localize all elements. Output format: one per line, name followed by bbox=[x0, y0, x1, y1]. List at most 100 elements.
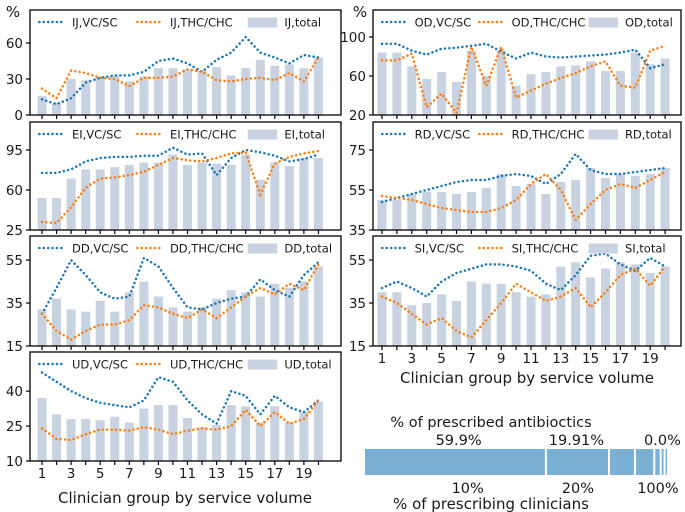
bar bbox=[168, 68, 178, 115]
bar bbox=[586, 168, 596, 230]
legend-bar-swatch bbox=[588, 129, 618, 140]
bar bbox=[601, 71, 610, 115]
y-tick-label: 75 bbox=[349, 143, 366, 159]
legend-label-thcchc: EI,THC/CHC bbox=[170, 128, 237, 142]
segment-divider bbox=[634, 449, 636, 475]
bar bbox=[124, 164, 134, 230]
legend-label-vcsc: DD,VC/SC bbox=[72, 242, 128, 256]
antibiotics-pct-label: 19.91% bbox=[549, 433, 604, 449]
bar bbox=[437, 72, 447, 115]
panel-od: 20 60 100 OD,VC/SC OD,THC/CHC OD,total bbox=[340, 9, 682, 124]
panel-ei: 25 60 95 EI,VC/SC EI,THC/CHC EI,total bbox=[6, 121, 342, 239]
bar bbox=[586, 61, 596, 115]
bar bbox=[66, 309, 76, 346]
bar bbox=[481, 76, 491, 115]
legend-bar-swatch bbox=[247, 129, 278, 140]
rd-thcchc-line bbox=[380, 170, 667, 223]
legend-label-thcchc: IJ,THC/CHC bbox=[170, 16, 233, 30]
bar bbox=[124, 422, 134, 461]
bar bbox=[183, 311, 192, 346]
bar bbox=[422, 78, 432, 115]
bar bbox=[313, 266, 323, 346]
segment-divider bbox=[663, 449, 666, 475]
bar bbox=[630, 264, 640, 346]
bar bbox=[270, 283, 280, 346]
bar bbox=[556, 66, 566, 115]
panel-ij: 0 30 60 IJ,VC/SC IJ,THC/CHC IJ,total bbox=[6, 9, 342, 124]
bar bbox=[407, 305, 417, 346]
bar bbox=[197, 307, 207, 346]
stacked-bar-title: % of prescribed antibioctics bbox=[390, 415, 591, 431]
x-tick-label: 15 bbox=[237, 466, 254, 482]
bar bbox=[110, 416, 120, 461]
bar bbox=[496, 174, 506, 230]
bar bbox=[37, 95, 47, 115]
legend-label-total: RD,total bbox=[625, 128, 672, 142]
bar bbox=[81, 169, 91, 230]
bar bbox=[571, 65, 581, 115]
legend-label-thcchc: OD,THC/CHC bbox=[512, 16, 586, 30]
segment-divider bbox=[653, 449, 656, 475]
legend-label-thcchc: RD,THC/CHC bbox=[512, 128, 585, 142]
bar bbox=[168, 307, 178, 346]
bar bbox=[110, 167, 120, 230]
bar bbox=[660, 168, 670, 230]
bar bbox=[270, 65, 280, 115]
legend-bar-swatch bbox=[247, 243, 278, 254]
bar bbox=[81, 311, 91, 346]
stacked-bar-xlabel: % of prescribing clinicians bbox=[393, 495, 589, 512]
x-tick-label: 9 bbox=[154, 466, 163, 482]
bar bbox=[313, 57, 323, 115]
bar bbox=[452, 81, 461, 115]
bar bbox=[299, 68, 309, 115]
percent-symbol-left: % bbox=[6, 3, 20, 21]
bar bbox=[197, 162, 207, 230]
od-vcsc-line bbox=[380, 42, 667, 70]
panel-border bbox=[29, 235, 342, 347]
legend-label-thcchc: DD,THC/CHC bbox=[170, 242, 244, 256]
legend-label-vcsc: IJ,VC/SC bbox=[72, 16, 118, 30]
bar bbox=[660, 266, 670, 346]
bar bbox=[407, 194, 417, 230]
y-tick-label: 15 bbox=[6, 339, 23, 355]
bar bbox=[139, 281, 149, 346]
bar bbox=[197, 70, 207, 115]
clinicians-pct-label: 100% bbox=[637, 481, 678, 497]
bar bbox=[511, 85, 521, 115]
bar bbox=[630, 176, 640, 230]
x-tick-label: 5 bbox=[96, 466, 105, 482]
bar bbox=[270, 162, 280, 230]
legend-label-vcsc: RD,VC/SC bbox=[415, 128, 471, 142]
bar bbox=[81, 80, 91, 115]
ud-total-bars bbox=[37, 398, 323, 461]
bar bbox=[168, 154, 178, 230]
legend-label-thcchc: UD,THC/CHC bbox=[170, 358, 243, 372]
y-tick-label: 55 bbox=[6, 253, 23, 269]
bar bbox=[284, 64, 294, 115]
x-tick-label: 11 bbox=[179, 466, 196, 482]
y-tick-label: 0 bbox=[14, 108, 23, 124]
si-thcchc-line bbox=[380, 265, 667, 339]
x-tick-label: 13 bbox=[552, 351, 569, 367]
bar bbox=[299, 281, 309, 346]
bar bbox=[466, 50, 476, 116]
bar bbox=[241, 292, 251, 346]
panel-dd: 15 35 55 DD,VC/SC DD,THC/CHC DD,total bbox=[6, 235, 342, 355]
legend-label-thcchc: SI,THC/CHC bbox=[512, 242, 579, 256]
bar bbox=[541, 194, 551, 230]
bar bbox=[37, 198, 47, 230]
x-tick-label: 1 bbox=[38, 466, 47, 482]
y-tick-label: 60 bbox=[349, 69, 366, 85]
si-total-bars bbox=[377, 262, 670, 347]
y-tick-label: 35 bbox=[349, 223, 366, 239]
y-tick-label: 25 bbox=[6, 419, 23, 435]
bar bbox=[586, 277, 596, 347]
bar bbox=[197, 427, 207, 461]
percent-symbol-right: % bbox=[353, 3, 367, 21]
bar bbox=[37, 309, 47, 346]
bar bbox=[52, 198, 61, 230]
bar bbox=[437, 192, 447, 230]
panel-border bbox=[29, 9, 342, 116]
bar bbox=[526, 184, 536, 230]
